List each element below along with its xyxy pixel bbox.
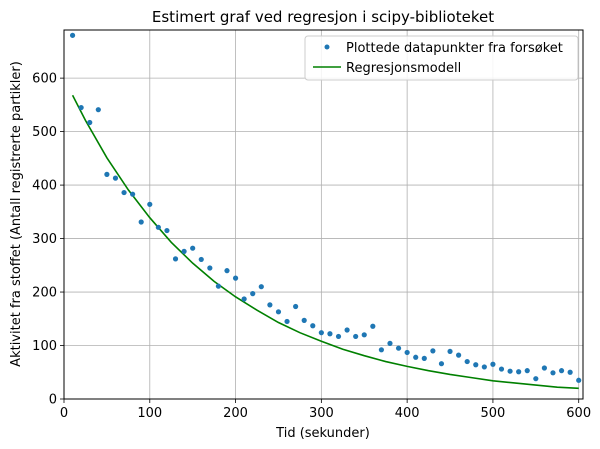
y-axis: 0 100 200 300 400 500 600 bbox=[32, 72, 64, 408]
data-point bbox=[430, 348, 436, 354]
data-point bbox=[130, 191, 136, 197]
data-point bbox=[353, 333, 359, 340]
data-point bbox=[387, 340, 393, 346]
data-point bbox=[284, 318, 290, 325]
x-tick-label: 300 bbox=[309, 406, 334, 421]
data-point bbox=[95, 107, 101, 113]
x-tick-label: 100 bbox=[137, 406, 162, 421]
plot-area bbox=[69, 32, 582, 390]
grid bbox=[63, 30, 583, 400]
data-point bbox=[447, 348, 453, 355]
data-point bbox=[498, 366, 505, 372]
chart-title: Estimert graf ved regresjon i scipy-bibl… bbox=[152, 8, 494, 26]
data-point bbox=[404, 349, 410, 356]
data-point bbox=[275, 309, 282, 315]
data-point bbox=[481, 364, 487, 370]
data-point bbox=[318, 330, 324, 336]
data-point bbox=[335, 333, 342, 340]
data-point bbox=[344, 327, 350, 333]
data-point bbox=[224, 268, 230, 274]
data-point bbox=[267, 302, 273, 308]
data-point bbox=[198, 256, 204, 263]
data-point bbox=[207, 265, 213, 271]
y-tick-label: 200 bbox=[32, 286, 57, 301]
data-point bbox=[87, 119, 93, 126]
data-point bbox=[164, 227, 170, 234]
plot-frame bbox=[63, 29, 584, 400]
data-point bbox=[490, 361, 496, 367]
data-point bbox=[516, 369, 522, 375]
data-point bbox=[576, 377, 582, 383]
y-tick-label: 100 bbox=[32, 339, 57, 354]
x-tick-label: 0 bbox=[60, 406, 68, 421]
x-tick-label: 200 bbox=[223, 406, 248, 421]
data-point bbox=[413, 354, 419, 360]
legend-box bbox=[304, 35, 579, 81]
data-point bbox=[293, 303, 299, 310]
data-point bbox=[524, 368, 530, 374]
regression-line bbox=[71, 94, 579, 390]
y-tick-label: 400 bbox=[32, 179, 57, 194]
y-tick-label: 300 bbox=[32, 232, 57, 247]
data-point bbox=[190, 245, 196, 251]
data-point bbox=[370, 323, 376, 329]
x-axis: 0 100 200 300 400 500 600 bbox=[60, 399, 591, 421]
data-point bbox=[378, 347, 385, 353]
data-point bbox=[69, 32, 76, 38]
x-tick-label: 500 bbox=[481, 406, 506, 421]
data-point bbox=[155, 224, 161, 230]
data-point bbox=[541, 365, 547, 371]
y-tick-label: 600 bbox=[32, 72, 57, 87]
legend: Plottede datapunkter fra forsøket Regres… bbox=[304, 35, 579, 81]
data-point bbox=[258, 284, 264, 290]
data-point bbox=[250, 291, 256, 297]
data-point bbox=[438, 361, 445, 367]
data-point bbox=[301, 317, 307, 323]
data-point bbox=[395, 345, 402, 351]
data-point bbox=[232, 275, 239, 281]
x-tick-label: 600 bbox=[566, 406, 591, 421]
data-point bbox=[181, 248, 187, 254]
data-point bbox=[550, 370, 556, 376]
data-point bbox=[310, 323, 316, 329]
data-point bbox=[464, 358, 470, 365]
data-point bbox=[172, 256, 179, 262]
x-axis-label: Tid (sekunder) bbox=[275, 426, 370, 441]
data-point bbox=[327, 331, 333, 337]
data-point bbox=[104, 171, 110, 177]
data-point bbox=[112, 175, 119, 181]
data-point bbox=[473, 362, 479, 368]
legend-label-line: Regresjonsmodell bbox=[346, 61, 461, 76]
data-point bbox=[533, 376, 539, 382]
data-point bbox=[138, 219, 144, 225]
data-point bbox=[456, 352, 462, 358]
data-point bbox=[567, 369, 573, 375]
data-point bbox=[421, 355, 427, 361]
y-axis-label: Aktivitet fra stoffet (Antall registrert… bbox=[9, 61, 24, 367]
data-point bbox=[558, 368, 565, 374]
data-point bbox=[507, 368, 513, 374]
y-tick-label: 0 bbox=[49, 393, 57, 408]
data-point bbox=[147, 201, 153, 207]
legend-marker-scatter bbox=[324, 44, 330, 50]
data-point bbox=[361, 332, 367, 338]
data-point bbox=[241, 296, 247, 302]
data-point bbox=[121, 189, 127, 196]
legend-label-scatter: Plottede datapunkter fra forsøket bbox=[346, 41, 563, 56]
data-point bbox=[78, 104, 84, 111]
y-tick-label: 500 bbox=[32, 125, 57, 140]
data-point bbox=[215, 283, 222, 289]
x-tick-label: 400 bbox=[395, 406, 420, 421]
